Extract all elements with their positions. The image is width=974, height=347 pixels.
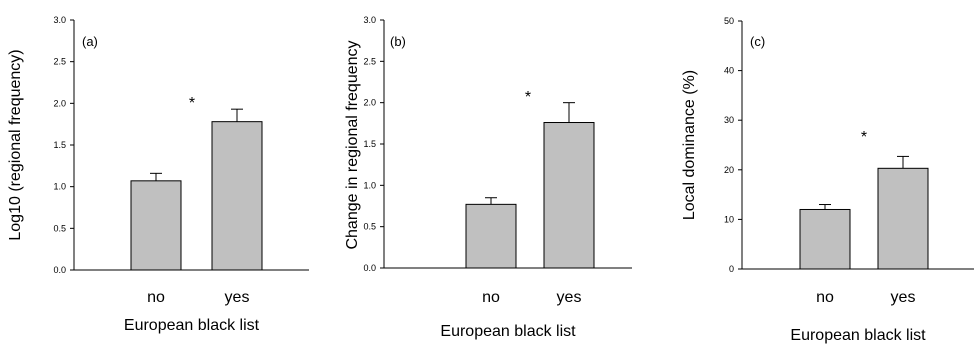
y-tick-label: 10 — [724, 214, 734, 224]
panel-label: (b) — [390, 34, 406, 49]
panel-label: (a) — [82, 34, 98, 49]
y-tick-label: 0 — [729, 264, 734, 274]
significance-marker: * — [861, 129, 867, 146]
y-tick-label: 1.0 — [363, 180, 376, 190]
y-tick-label: 2.0 — [363, 98, 376, 108]
y-axis-title: Change in regional frequency — [344, 40, 361, 249]
bar-yes — [877, 167, 929, 270]
panel-label: (c) — [750, 34, 765, 49]
x-axis-title: European black list — [440, 323, 576, 340]
y-tick-label: 20 — [724, 165, 734, 175]
bar-yes — [211, 121, 263, 271]
panel-a: 0.0 0.5 1.0 1.5 2.0 2.5 3.0 no yes * (a) European b… — [7, 15, 309, 334]
y-tick-label: 0.5 — [53, 223, 66, 233]
y-tick-label: 2.5 — [53, 57, 66, 67]
y-axis-title: Log10 (regional frequency) — [7, 49, 24, 240]
y-tick-label: 0.0 — [53, 265, 66, 275]
y-tick-label: 30 — [724, 115, 734, 125]
y-tick-label: 0.0 — [363, 263, 376, 273]
y-tick-label: 2.5 — [363, 56, 376, 66]
category-label-yes: yes — [891, 289, 916, 306]
panel-c: 0 10 20 30 40 50 no yes * (c) European black list L… — [681, 16, 974, 344]
y-tick-label: 2.0 — [53, 98, 66, 108]
panel-b: 0.0 0.5 1.0 1.5 2.0 2.5 3.0 no yes * (b) European b… — [344, 15, 632, 340]
category-label-no: no — [147, 289, 165, 306]
y-tick-label: 50 — [724, 16, 734, 26]
bar-no — [130, 180, 182, 271]
y-tick-label: 0.5 — [363, 222, 376, 232]
bar-no — [799, 208, 851, 270]
x-axis-title: European black list — [790, 327, 926, 344]
y-tick-label: 1.5 — [53, 140, 66, 150]
category-label-yes: yes — [557, 289, 582, 306]
y-tick-label: 3.0 — [53, 15, 66, 25]
y-tick-label: 3.0 — [363, 15, 376, 25]
bar-yes — [543, 122, 595, 269]
bar-no — [465, 203, 517, 269]
significance-marker: * — [525, 89, 531, 106]
category-label-no: no — [482, 289, 500, 306]
y-tick-label: 40 — [724, 66, 734, 76]
y-tick-label: 1.5 — [363, 139, 376, 149]
significance-marker: * — [189, 95, 195, 112]
category-label-yes: yes — [225, 289, 250, 306]
y-axis-title: Local dominance (%) — [681, 70, 698, 220]
y-tick-label: 1.0 — [53, 182, 66, 192]
x-axis-title: European black list — [124, 317, 260, 334]
category-label-no: no — [816, 289, 834, 306]
